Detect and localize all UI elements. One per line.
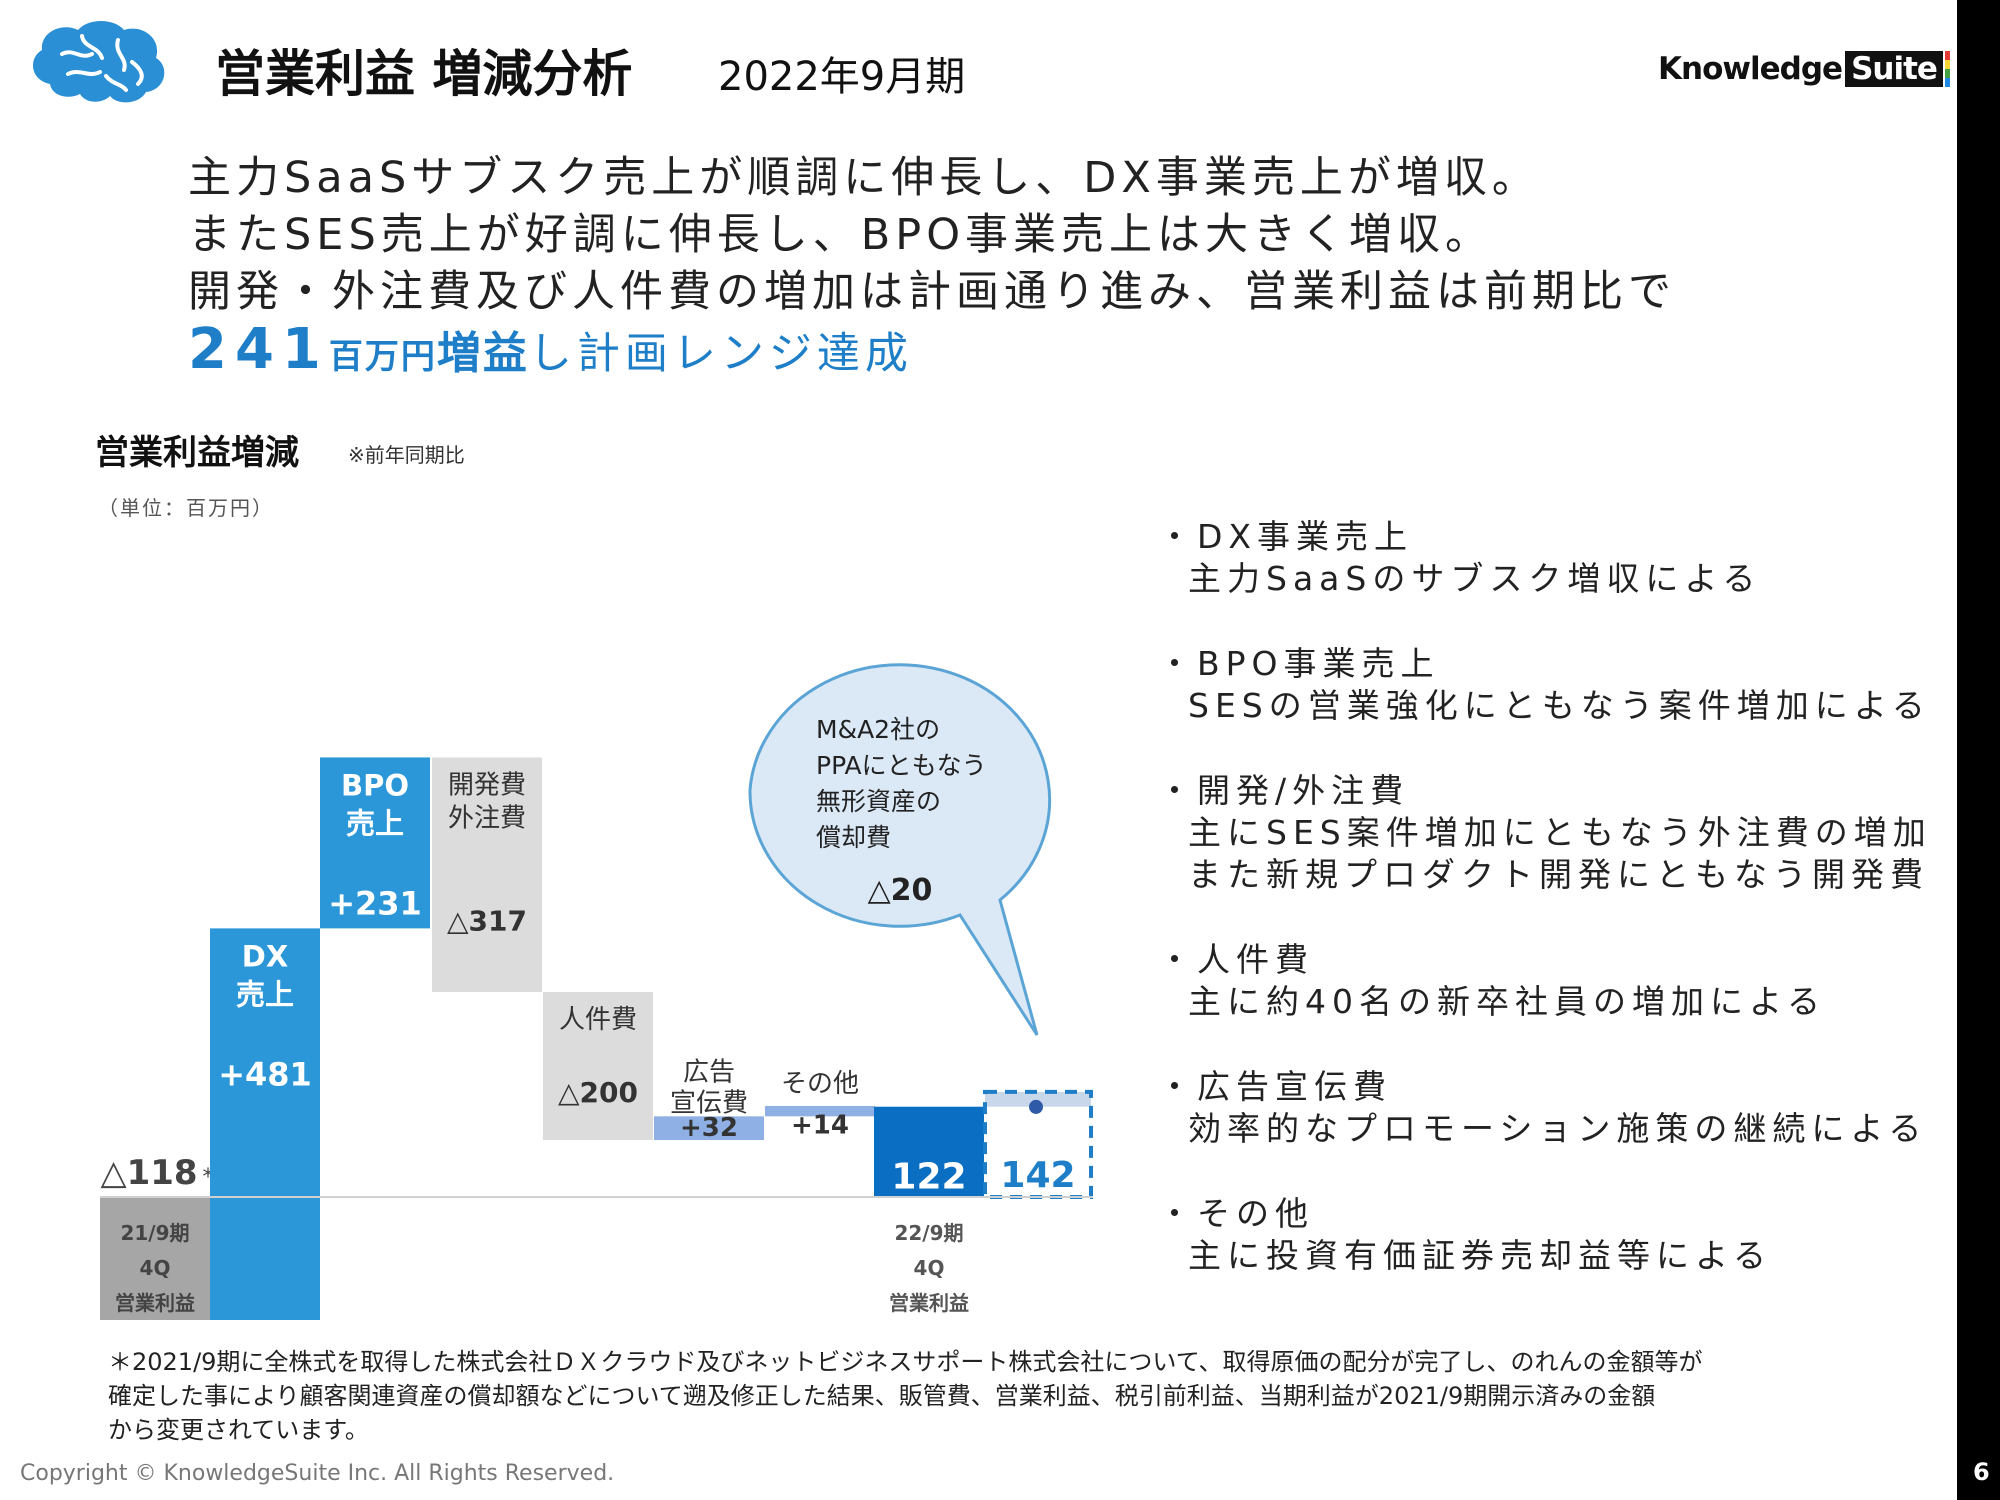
unit-label: （単位：百万円） — [98, 496, 274, 520]
brand-bar-yellow — [1944, 60, 1950, 69]
bar-end — [874, 1106, 984, 1197]
bar-label-dev: 開発費 — [448, 770, 526, 800]
bullet-title: ・人件費 — [1158, 940, 1314, 979]
copyright: Copyright © KnowledgeSuite Inc. All Righ… — [20, 1461, 615, 1486]
bar-label-other: その他 — [781, 1069, 859, 1099]
bullet-text: また新規プロダクト開発にともなう開発費 — [1188, 855, 1929, 894]
headline-line-1: 主力SaaSサブスク売上が順調に伸長し、DX事業売上が増収。 — [188, 153, 1540, 203]
bar-label-end: 4Q — [914, 1256, 945, 1280]
bullet-title: ・DX事業売上 — [1158, 517, 1414, 556]
value-label-personnel: △200 — [558, 1076, 638, 1109]
bar-label-dev: 外注費 — [448, 803, 526, 833]
callout-bubble — [748, 663, 1052, 1036]
bar-label-bpo: 売上 — [346, 806, 404, 840]
explanation-list: ・DX事業売上 主力SaaSのサブスク増収による ・BPO事業売上 SESの営業… — [1158, 516, 1932, 1320]
bar-label-dx: DX — [242, 939, 288, 973]
bar-start — [100, 1197, 210, 1320]
headline-profit-number: 241 — [188, 317, 329, 382]
section-note: ※前年同期比 — [348, 443, 465, 467]
brand-bar-blue — [1944, 78, 1950, 87]
bar-label-start: 営業利益 — [115, 1291, 195, 1315]
bar-label-personnel: 人件費 — [559, 1005, 637, 1035]
bullet-title: ・開発/外注費 — [1158, 771, 1410, 810]
value-label-ads: +32 — [680, 1113, 738, 1143]
bar-label-start: 4Q — [140, 1256, 171, 1280]
bullet-text: SESの営業強化にともなう案件増加による — [1188, 686, 1931, 725]
value-label-excl: 142 — [1000, 1155, 1075, 1196]
brand-color-bars — [1944, 51, 1950, 87]
bar-ads — [654, 1116, 764, 1141]
bar-label-bpo: BPO — [341, 768, 409, 802]
value-label-bpo: +231 — [328, 884, 422, 922]
page-title: 営業利益 増減分析 — [215, 45, 633, 103]
bullet-text: 主力SaaSのサブスク増収による — [1188, 559, 1762, 598]
bullet-personnel: ・人件費 主に約40名の新卒社員の増加による — [1158, 939, 1932, 1023]
bullet-title: ・BPO事業売上 — [1158, 644, 1440, 683]
brand-word: Knowledge — [1658, 51, 1843, 87]
bar-bpo — [320, 757, 430, 929]
brand-bar-green — [1944, 69, 1950, 78]
value-label-start: △118 — [100, 1153, 197, 1193]
bar-label-dx: 売上 — [236, 977, 294, 1011]
bar-label-ads: 広告 — [683, 1057, 735, 1087]
value-label-other: +14 — [791, 1110, 849, 1140]
bullet-other: ・その他 主に投資有価証券売却益等による — [1158, 1193, 1932, 1277]
callout-text: M&A2社の — [816, 715, 940, 744]
headline-line-3: 開発・外注費及び人件費の増加は計画通り進み、営業利益は前期比で — [188, 267, 1676, 317]
callout-value: △20 — [868, 873, 933, 908]
callout-text: 償却費 — [816, 823, 891, 852]
footnote-line: ＊2021/9期に全株式を取得した株式会社ＤＸクラウド及びネットビジネスサポート… — [108, 1348, 1703, 1376]
bullet-text: 主に約40名の新卒社員の増加による — [1188, 982, 1827, 1021]
bar-dx — [210, 928, 320, 1320]
right-edge-strip — [1957, 0, 2000, 1500]
bar-label-end: 営業利益 — [889, 1291, 969, 1315]
bullet-text: 効率的なプロモーション施策の継続による — [1188, 1109, 1928, 1148]
bullet-dev: ・開発/外注費 主にSES案件増加にともなう外注費の増加 また新規プロダクト開発… — [1158, 770, 1932, 896]
callout-anchor-dot — [1029, 1099, 1043, 1114]
bullet-ads: ・広告宣伝費 効率的なプロモーション施策の継続による — [1158, 1066, 1932, 1150]
bullet-title: ・広告宣伝費 — [1158, 1067, 1392, 1106]
asterisk-marker: * — [203, 1165, 214, 1190]
brand-suite: Suite — [1845, 51, 1943, 87]
value-label-end: 122 — [891, 1157, 966, 1198]
knowledge-suite-logo: Knowledge Suite — [1658, 46, 1950, 92]
bar-personnel — [543, 992, 653, 1141]
ppa-hatch-area — [985, 1091, 1091, 1107]
callout-text: PPAにともなう — [816, 751, 987, 780]
bar-dev — [432, 757, 542, 993]
bullet-bpo: ・BPO事業売上 SESの営業強化にともなう案件増加による — [1158, 643, 1932, 727]
bar-label-ads: 宣伝費 — [670, 1088, 748, 1118]
headline-line-2: またSES売上が好調に伸長し、BPO事業売上は大きく増収。 — [188, 210, 1494, 260]
value-label-dx: +481 — [218, 1055, 312, 1093]
headline-line-4: 241百万円増益し計画レンジ達成 — [188, 321, 1676, 386]
bullet-text: 主に投資有価証券売却益等による — [1188, 1236, 1773, 1275]
value-label-dev: △317 — [447, 904, 527, 937]
headline: 主力SaaSサブスク売上が順調に伸長し、DX事業売上が増収。 またSES売上が好… — [188, 150, 1676, 386]
section-title: 営業利益増減 — [95, 433, 299, 473]
bullet-dx: ・DX事業売上 主力SaaSのサブスク増収による — [1158, 516, 1932, 600]
bullet-text: 主にSES案件増加にともなう外注費の増加 — [1188, 813, 1932, 852]
bar-label-start: 21/9期 — [120, 1221, 189, 1245]
bullet-title: ・その他 — [1158, 1194, 1314, 1233]
headline-rest: し計画レンジ達成 — [528, 329, 913, 379]
headline-profit-unit: 百万円 — [328, 337, 437, 377]
brand-bar-red — [1944, 51, 1950, 60]
callout-text: 無形資産の — [816, 787, 941, 816]
page-number: 6 — [1973, 1458, 1990, 1486]
page-subtitle: 2022年9月期 — [718, 54, 966, 100]
headline-profit-word: 増益 — [436, 328, 529, 379]
footnote-line: 確定した事により顧客関連資産の償却額などについて遡及修正した結果、販管費、営業利… — [108, 1382, 1656, 1410]
footnote: ＊2021/9期に全株式を取得した株式会社ＤＸクラウド及びネットビジネスサポート… — [108, 1345, 1703, 1447]
footnote-line: から変更されています。 — [108, 1416, 369, 1444]
brain-logo-icon — [32, 21, 165, 103]
bar-other — [765, 1105, 875, 1117]
bar-label-end: 22/9期 — [894, 1221, 963, 1245]
